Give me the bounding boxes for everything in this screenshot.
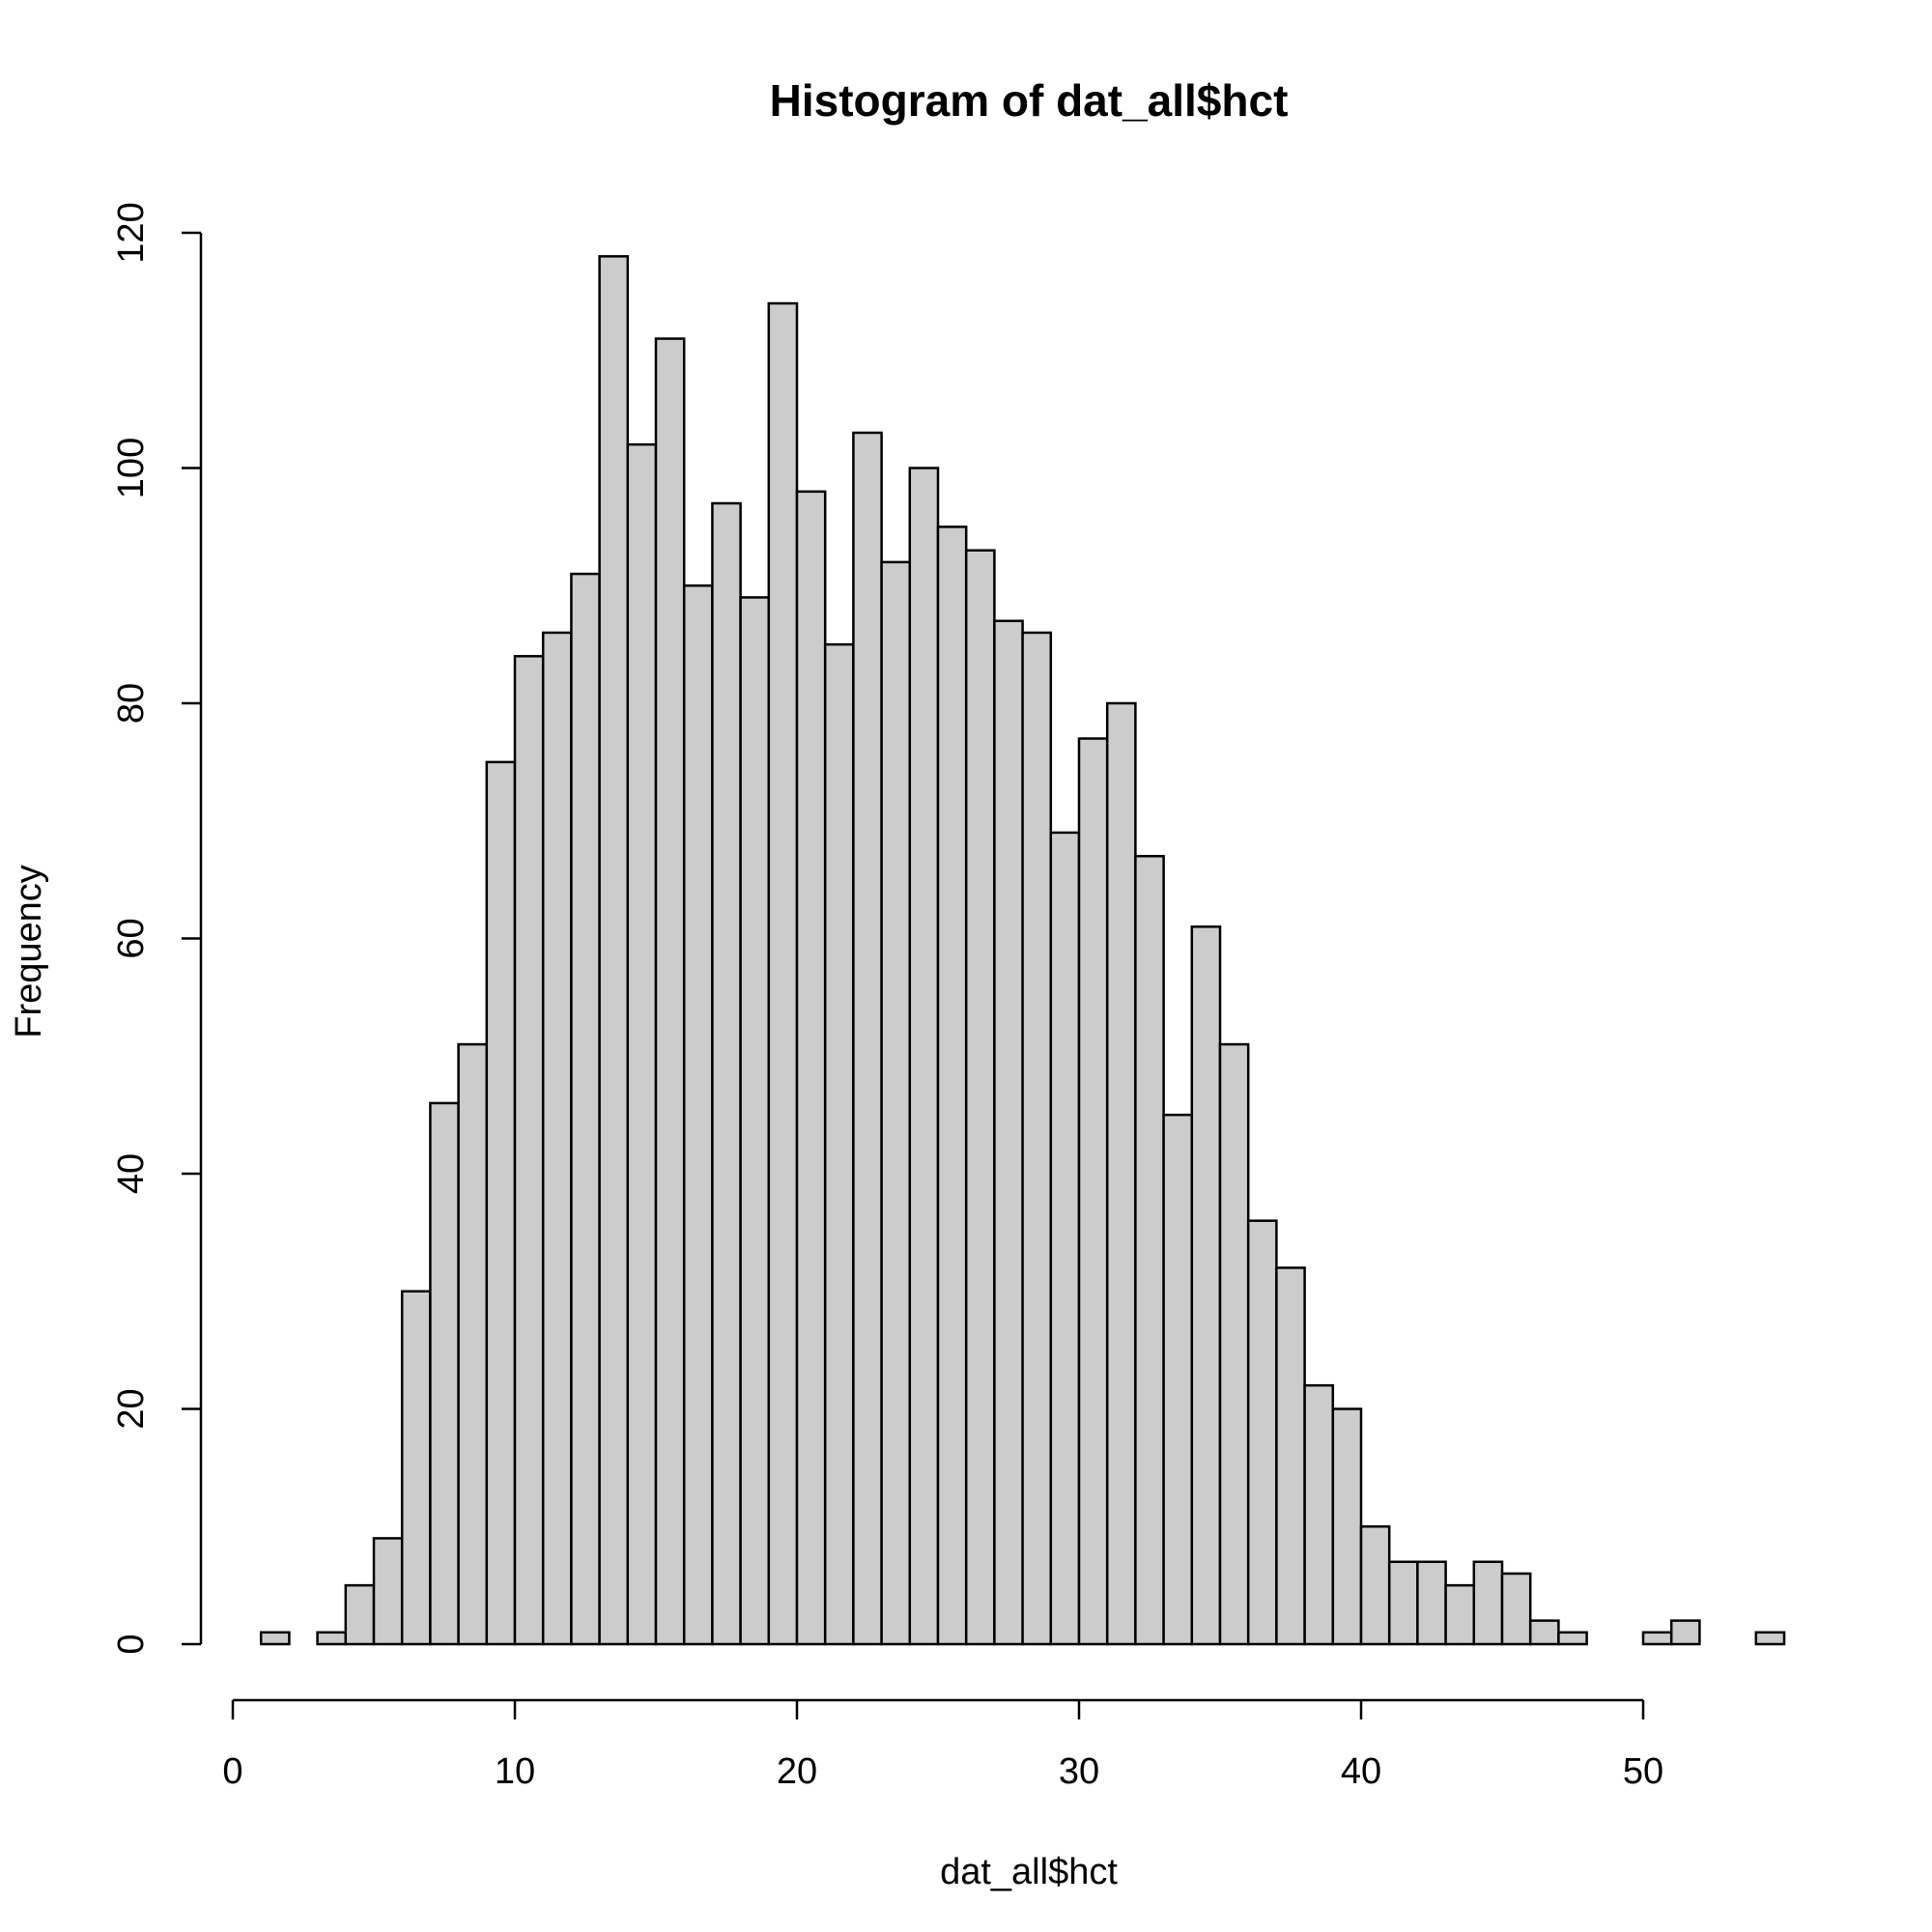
y-tick-label: 100 bbox=[111, 438, 152, 498]
x-tick-label: 40 bbox=[1341, 1751, 1381, 1792]
histogram-bar bbox=[1641, 1631, 1673, 1646]
y-tick-label: 80 bbox=[111, 683, 152, 724]
histogram-bar bbox=[1218, 1042, 1250, 1646]
histogram-bar bbox=[852, 431, 883, 1646]
histogram-bar bbox=[513, 655, 545, 1646]
histogram-bar bbox=[739, 596, 771, 1646]
histogram-bar bbox=[1275, 1266, 1306, 1646]
histogram-bar bbox=[1077, 737, 1109, 1646]
histogram-bar bbox=[1472, 1560, 1504, 1646]
histogram-bar bbox=[1669, 1619, 1701, 1646]
chart-title: Histogram of dat_all$hct bbox=[770, 75, 1289, 126]
histogram-bar bbox=[1331, 1407, 1363, 1646]
histogram-bar bbox=[1246, 1219, 1278, 1646]
histogram-bar bbox=[570, 572, 601, 1646]
x-axis-label: dat_all$hct bbox=[940, 1852, 1118, 1892]
histogram-bar bbox=[964, 549, 996, 1646]
histogram-bar bbox=[598, 255, 630, 1646]
histogram-bar bbox=[1387, 1560, 1419, 1646]
histogram-bar bbox=[457, 1042, 489, 1646]
histogram-bar bbox=[936, 526, 968, 1646]
histogram-bar bbox=[372, 1537, 404, 1646]
y-axis-label: Frequency bbox=[9, 865, 49, 1038]
histogram-bar bbox=[880, 560, 912, 1646]
histogram-bar bbox=[767, 301, 799, 1646]
histogram-bar bbox=[711, 501, 742, 1646]
x-tick-label: 50 bbox=[1623, 1751, 1663, 1792]
histogram-bar bbox=[626, 442, 658, 1646]
histogram-bar bbox=[344, 1583, 376, 1646]
histogram-bar bbox=[795, 490, 827, 1646]
y-axis: 0 20 40 60 80 100 120 bbox=[111, 202, 203, 1655]
y-tick-label: 40 bbox=[111, 1153, 152, 1194]
histogram-bar bbox=[541, 631, 573, 1646]
histogram-bar bbox=[429, 1101, 460, 1646]
histogram-bar bbox=[823, 642, 855, 1646]
x-tick-label: 30 bbox=[1059, 1751, 1099, 1792]
histogram-bar bbox=[1359, 1525, 1391, 1646]
x-axis: 0 10 20 30 40 50 bbox=[222, 1698, 1663, 1792]
y-tick-label: 60 bbox=[111, 918, 152, 958]
x-tick-label: 0 bbox=[222, 1751, 242, 1792]
histogram-bar bbox=[485, 760, 517, 1646]
histogram-bar bbox=[1134, 855, 1165, 1646]
histogram-bar bbox=[1557, 1631, 1588, 1646]
x-tick-label: 20 bbox=[777, 1751, 817, 1792]
histogram-bar bbox=[1500, 1572, 1532, 1646]
histogram-bar bbox=[1190, 925, 1222, 1646]
histogram-bar bbox=[1105, 701, 1137, 1646]
histogram-bar bbox=[1049, 831, 1081, 1646]
y-tick-label: 120 bbox=[111, 202, 152, 263]
y-tick-label: 0 bbox=[111, 1634, 152, 1654]
histogram-bar bbox=[682, 584, 714, 1646]
histogram-bar bbox=[654, 337, 686, 1646]
histogram-bar bbox=[1528, 1619, 1560, 1646]
histogram-bar bbox=[908, 467, 940, 1646]
histogram-bar bbox=[993, 619, 1024, 1646]
histogram-bar bbox=[1021, 631, 1053, 1646]
histogram-bar bbox=[400, 1290, 432, 1646]
histogram-bar bbox=[1416, 1560, 1447, 1646]
histogram-bar bbox=[1162, 1113, 1194, 1646]
histogram-bar bbox=[1754, 1631, 1786, 1646]
histogram-bar bbox=[259, 1631, 291, 1646]
histogram-bar bbox=[1444, 1583, 1476, 1646]
histogram-bar bbox=[1303, 1383, 1335, 1646]
x-tick-label: 10 bbox=[495, 1751, 535, 1792]
histogram-bar bbox=[316, 1631, 348, 1646]
bars-group bbox=[259, 255, 1786, 1646]
y-tick-label: 20 bbox=[111, 1388, 152, 1429]
